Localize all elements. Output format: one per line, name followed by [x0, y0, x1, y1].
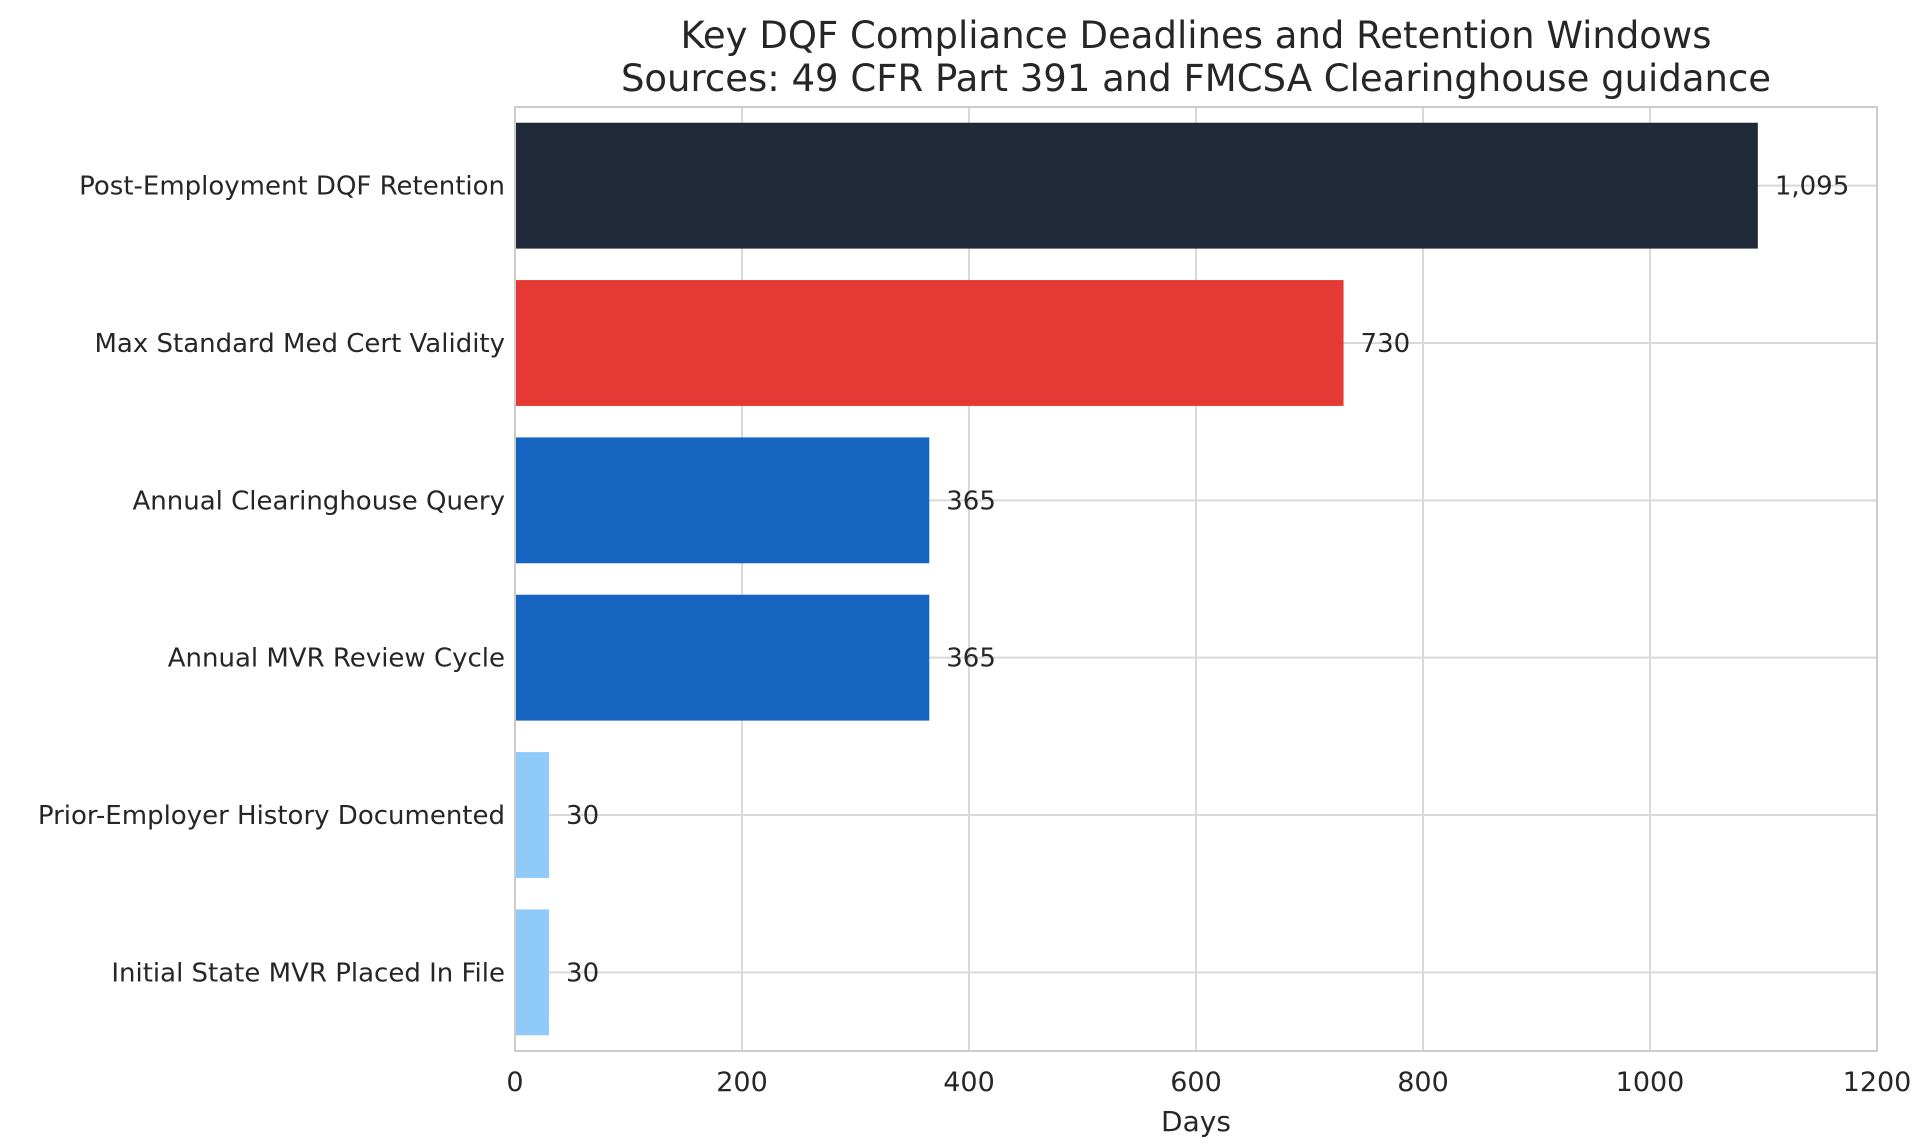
chart-title: Key DQF Compliance Deadlines and Retenti…	[681, 14, 1712, 57]
bar-value-label: 730	[1361, 329, 1411, 359]
chart-subtitle: Sources: 49 CFR Part 391 and FMCSA Clear…	[621, 57, 1771, 100]
x-tick-label: 600	[1170, 1067, 1222, 1098]
bar	[515, 594, 930, 721]
bar	[515, 437, 930, 564]
bar-value-label: 30	[566, 801, 599, 831]
y-axis-tick-labels: Post-Employment DQF Retention Max Standar…	[38, 172, 505, 989]
bar-value-labels: 1,095 730 365 365 30 30	[566, 172, 1849, 989]
x-tick-label: 400	[943, 1067, 995, 1098]
x-tick-label: 800	[1397, 1067, 1449, 1098]
bar	[515, 122, 1758, 249]
x-axis-tick-labels: 0 200 400 600 800 1000 1200	[506, 1067, 1911, 1098]
bars	[515, 122, 1758, 1036]
x-tick-label: 200	[716, 1067, 768, 1098]
bar-value-label: 365	[946, 486, 996, 516]
bar-value-label: 1,095	[1775, 172, 1849, 202]
y-tick-label: Initial State MVR Placed In File	[111, 958, 505, 988]
y-tick-label: Annual MVR Review Cycle	[168, 644, 505, 674]
y-tick-label: Prior-Employer History Documented	[38, 801, 505, 831]
bar-value-label: 30	[566, 958, 599, 988]
x-tick-label: 1200	[1843, 1067, 1912, 1098]
x-tick-label: 0	[506, 1067, 523, 1098]
plot-frame	[514, 106, 1878, 1052]
bar	[515, 280, 1344, 406]
bar	[515, 909, 550, 1036]
y-tick-label: Annual Clearinghouse Query	[132, 486, 505, 516]
bar	[515, 752, 550, 878]
x-axis-label: Days	[1161, 1105, 1231, 1138]
y-tick-label: Post-Employment DQF Retention	[79, 172, 505, 202]
y-tick-label: Max Standard Med Cert Validity	[94, 329, 505, 359]
x-tick-label: 1000	[1616, 1067, 1685, 1098]
bar-value-label: 365	[946, 644, 996, 674]
